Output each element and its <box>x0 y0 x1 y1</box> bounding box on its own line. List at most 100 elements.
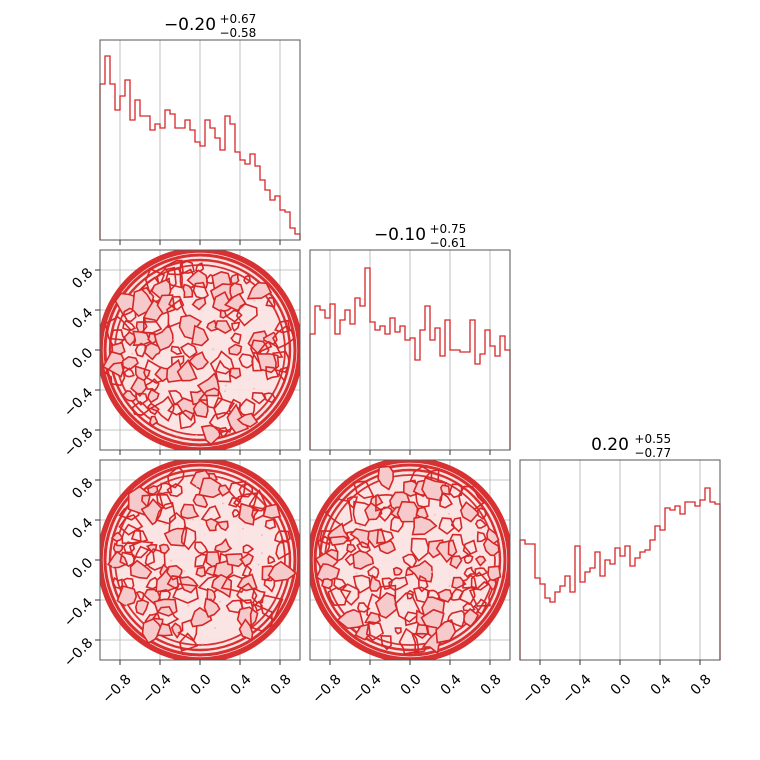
contour-blob <box>378 506 393 522</box>
contour-blob <box>214 537 233 553</box>
y-tick-label: 0.0 <box>69 345 96 372</box>
contour-ring <box>108 468 292 652</box>
x-tick-label: −0.8 <box>99 671 134 706</box>
contour-blob <box>249 602 273 633</box>
contour-blob <box>274 530 291 544</box>
contour-blob <box>381 577 394 590</box>
contour-blob <box>179 342 198 359</box>
histogram-panel-0: −0.20 +0.67−0.58 <box>99 12 301 245</box>
contour-blob <box>275 538 291 561</box>
contour-group <box>310 460 510 660</box>
contour-blob <box>410 537 431 562</box>
x-tick-label: 0.4 <box>438 671 465 698</box>
contour-blob <box>180 503 200 520</box>
contour-ring <box>313 463 507 657</box>
sample-dot <box>355 572 358 575</box>
contour-panel-2-0 <box>95 459 301 665</box>
contour-blob <box>213 396 236 420</box>
contour-blob <box>392 566 403 576</box>
contour-blob <box>209 350 235 375</box>
contour-blob <box>179 260 195 274</box>
title-plus-0: +0.67 <box>220 12 257 26</box>
contour-blob <box>134 392 149 406</box>
contour-blob <box>440 484 451 496</box>
contour-blob <box>396 500 419 523</box>
sample-dot <box>172 338 175 341</box>
contour-blob <box>128 540 154 559</box>
contour-blob <box>439 492 454 509</box>
y-tick-label: 0.4 <box>69 305 96 332</box>
contour-blob <box>153 323 174 352</box>
x-tick-label: −0.8 <box>309 671 344 706</box>
sample-dot <box>241 307 244 309</box>
contour-blob <box>238 618 254 641</box>
sample-dot <box>260 534 263 537</box>
sample-dot <box>224 390 226 393</box>
histogram-step-0 <box>99 55 301 240</box>
y-tick-label: 0.8 <box>69 265 96 292</box>
contour-blob <box>228 367 242 380</box>
x-tick-label: −0.8 <box>519 671 554 706</box>
contour-blob <box>178 632 199 652</box>
contour-blob <box>168 295 185 311</box>
contour-blob <box>112 542 124 553</box>
x-tick-label: 0.0 <box>188 671 215 698</box>
contour-blob <box>180 525 197 551</box>
sample-dot <box>212 348 215 351</box>
contour-blob <box>236 412 259 428</box>
contour-blob <box>246 281 273 300</box>
contour-blob <box>368 574 382 592</box>
contour-blob <box>205 517 219 532</box>
x-tick-label: 0.8 <box>478 671 505 698</box>
contour-blob <box>145 543 158 554</box>
contour-blob <box>166 482 183 498</box>
contour-ring <box>103 253 297 447</box>
sample-dot <box>196 346 198 349</box>
x-tick-label: 0.8 <box>268 671 295 698</box>
x-tick-label: 0.0 <box>398 671 425 698</box>
contour-blob <box>145 576 162 590</box>
contour-blob <box>191 296 207 311</box>
contour-blob <box>144 378 160 392</box>
contour-blob <box>277 366 289 383</box>
contour-blob <box>104 361 126 387</box>
contour-blob <box>352 480 375 499</box>
contour-blob <box>327 586 352 607</box>
contour-blob <box>195 566 207 578</box>
contour-blob <box>141 617 164 644</box>
contour-blob <box>230 332 242 345</box>
y-tick-label: −0.4 <box>61 385 96 420</box>
histogram-panel-1: −0.10 +0.75−0.61 <box>309 222 511 455</box>
contour-blob <box>438 517 456 535</box>
panel-title-2: 0.20 <box>591 435 629 455</box>
contour-blob <box>264 518 277 530</box>
histogram-panel-2: 0.20 +0.55−0.77 <box>519 432 721 665</box>
contour-blob <box>176 358 198 382</box>
contour-blob <box>449 555 463 570</box>
histogram-step-1 <box>309 267 511 450</box>
contour-blob <box>225 553 245 568</box>
contour-blob <box>156 622 174 637</box>
sample-dot <box>111 565 114 568</box>
contour-panel-2-1 <box>309 459 511 665</box>
contour-blob <box>242 544 255 554</box>
title-minus-1: −0.61 <box>430 236 467 250</box>
contour-blob <box>214 359 232 383</box>
contour-blob <box>211 290 234 313</box>
contour-blob <box>238 483 254 498</box>
contour-blob <box>336 608 365 630</box>
x-tick-label: −0.4 <box>349 671 384 706</box>
title-minus-0: −0.58 <box>220 26 257 40</box>
contour-blob <box>198 477 222 499</box>
contour-blob <box>135 590 145 601</box>
contour-blob <box>116 585 138 607</box>
contour-blob <box>417 574 429 593</box>
sample-dot <box>433 513 436 516</box>
contour-blob <box>352 550 375 570</box>
sample-dot <box>253 300 256 302</box>
contour-blob <box>231 509 241 518</box>
contour-blob <box>356 602 371 613</box>
title-minus-2: −0.77 <box>634 446 671 460</box>
sample-dot <box>225 384 227 387</box>
contour-blob <box>123 367 135 378</box>
